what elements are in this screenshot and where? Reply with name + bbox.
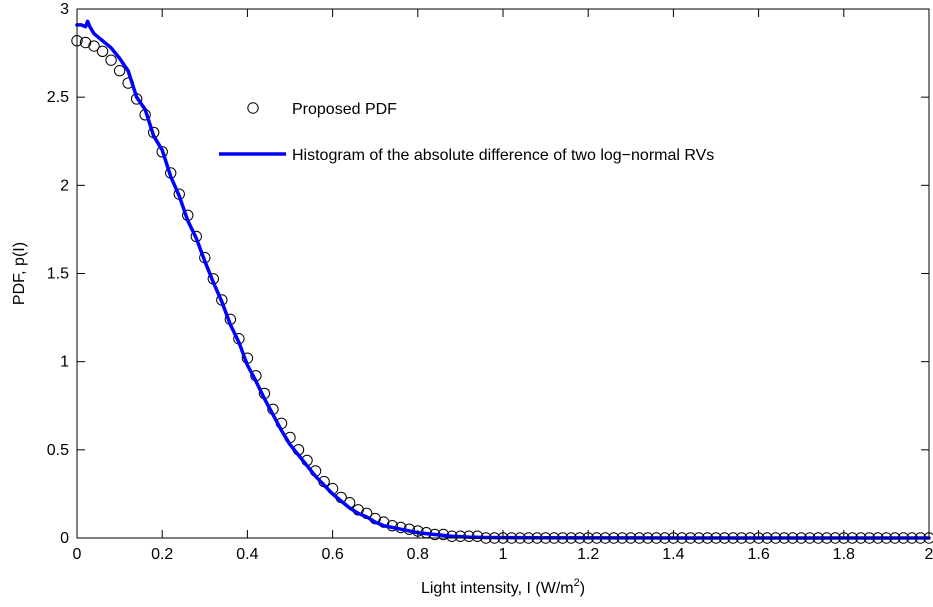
x-tick-label: 0 — [73, 546, 82, 563]
histogram-series-line — [75, 19, 931, 540]
x-tick-label: 1.8 — [833, 546, 855, 563]
y-tick-label: 3 — [60, 1, 69, 18]
y-axis-label: PDF, p(I) — [11, 242, 28, 305]
legend-label-proposed-pdf: Proposed PDF — [292, 101, 397, 118]
proposed-pdf-point — [113, 65, 126, 77]
legend-label-histogram: Histogram of the absolute difference of … — [292, 147, 714, 164]
x-tick-label: 1.2 — [577, 546, 599, 563]
proposed-pdf-point — [156, 146, 168, 158]
x-tick-label: 0.2 — [151, 546, 173, 563]
y-tick-label: 2.5 — [47, 89, 69, 106]
proposed-pdf-point — [88, 40, 100, 52]
axes: 0 0.2 0.4 0.6 0.8 1 1.2 1.4 1.6 1.8 2 0 0.5 1 1.5 2 2.5 3 — [47, 1, 933, 563]
plot-frame — [76, 8, 930, 539]
legend-marker-proposed-pdf — [247, 102, 259, 114]
proposed-pdf-point — [96, 45, 109, 58]
x-tick-label: 1.4 — [662, 546, 684, 563]
x-axis-label: Light intensity, I (W/m2) — [421, 577, 585, 597]
x-tick-label: 1.6 — [747, 546, 769, 563]
x-tick-label: 0.8 — [407, 546, 429, 563]
x-tick-label: 1 — [499, 546, 508, 563]
y-tick-label: 1 — [60, 354, 69, 371]
y-tick-label: 2 — [60, 177, 69, 194]
x-axis-label-superscript: 2 — [574, 577, 580, 589]
plot-area — [71, 19, 933, 544]
x-tick-label: 0.6 — [321, 546, 343, 563]
y-tick-label: 1.5 — [47, 266, 69, 283]
x-tick-label: 2 — [925, 546, 933, 563]
x-tick-label: 0.4 — [236, 546, 258, 563]
x-axis-label-main: Light intensity, I (W/m — [421, 580, 574, 597]
y-tick-label: 0 — [60, 530, 69, 547]
legend: Proposed PDF Histogram of the absolute di… — [219, 101, 714, 164]
y-tick-label: 0.5 — [47, 442, 69, 459]
proposed-pdf-point — [105, 54, 117, 66]
x-axis-label-suffix: ) — [580, 580, 585, 597]
